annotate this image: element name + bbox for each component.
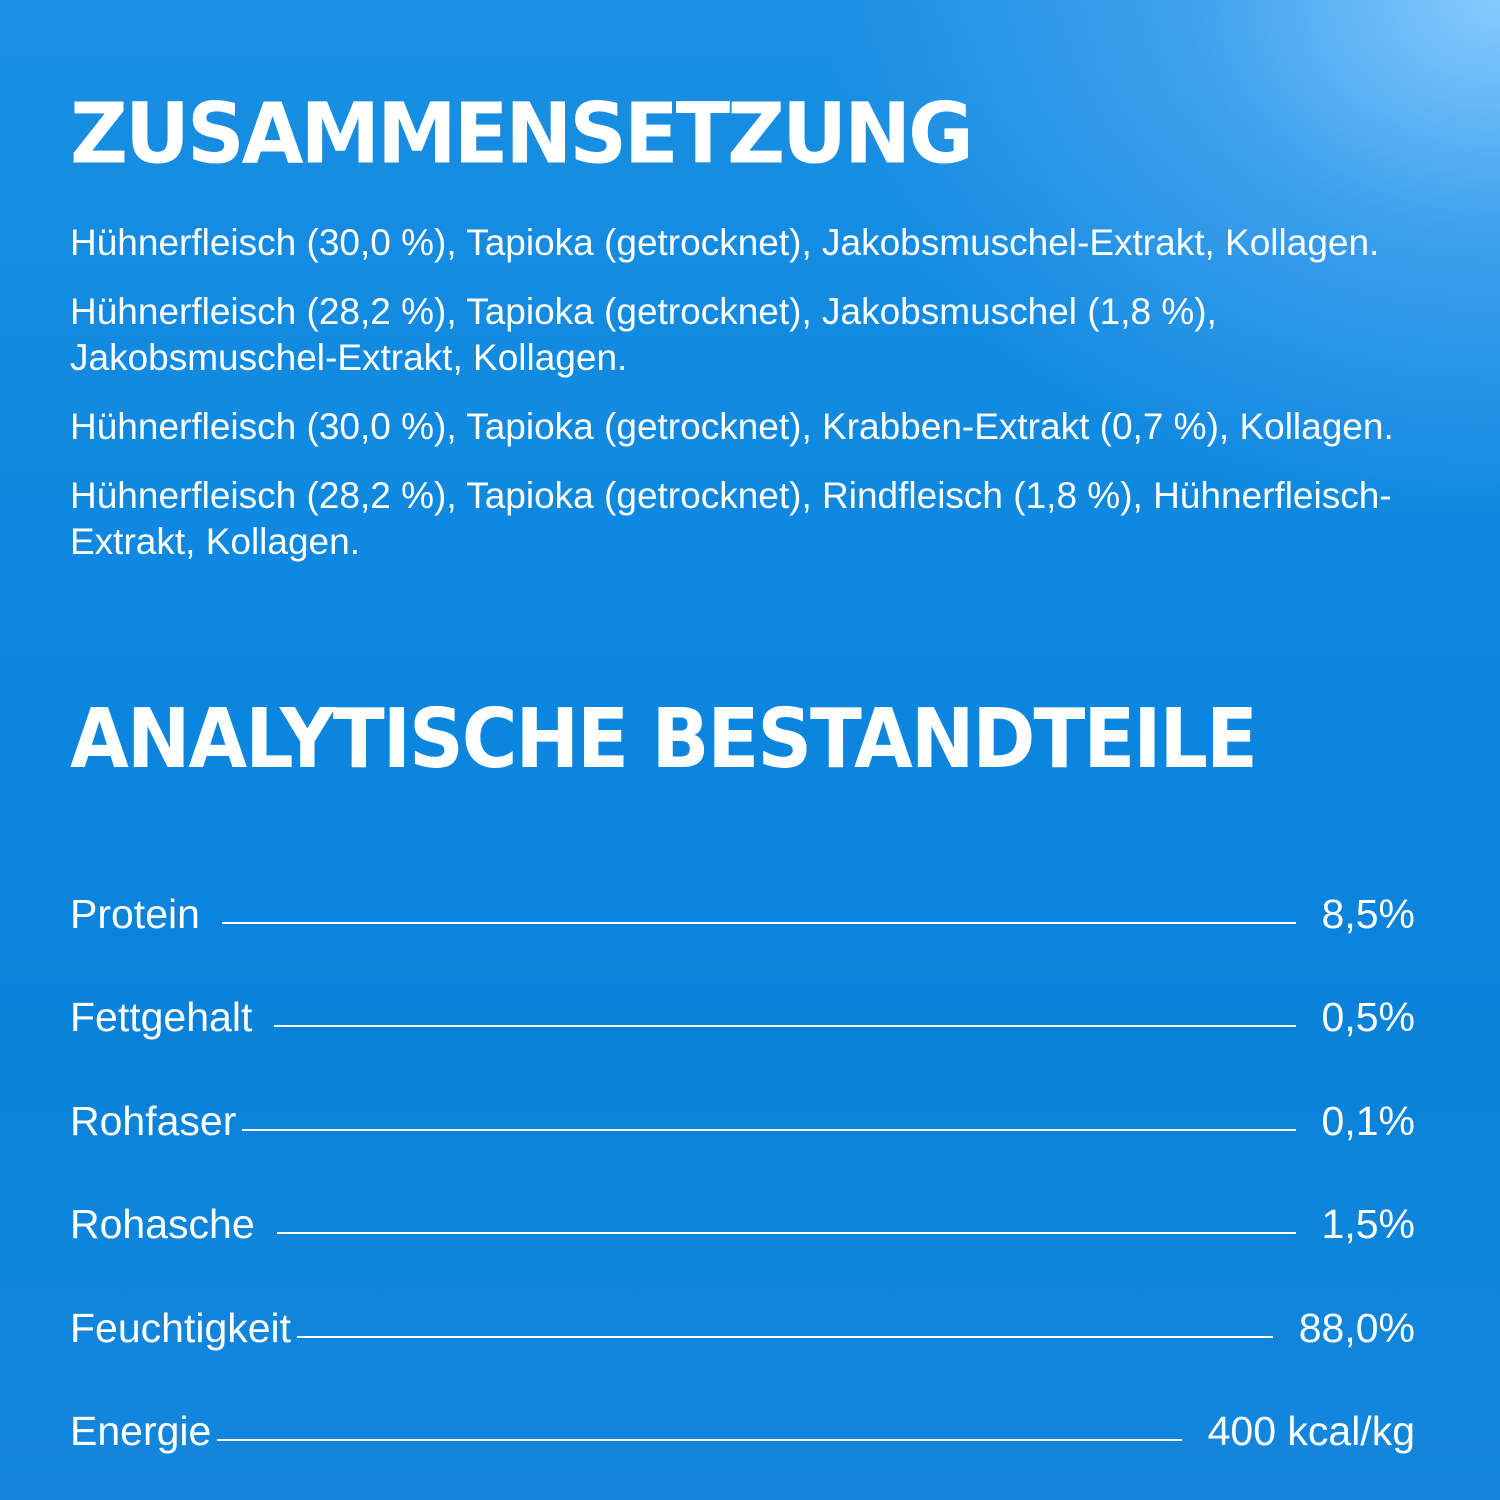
leader-line [276, 1232, 1296, 1234]
leader-line [297, 1335, 1273, 1338]
row-label: Fettgehalt [70, 994, 253, 1040]
analytical-row-rohasche: Rohasche 1,5% [70, 1151, 1415, 1255]
row-value: 400 kcal/kg [1207, 1408, 1415, 1454]
analytical-row-protein: Protein 8,5% [70, 840, 1415, 944]
composition-item: Hühnerfleisch (28,2 %), Tapioka (getrock… [70, 475, 1392, 562]
leader-line [242, 1128, 1296, 1131]
analytical-row-fettgehalt: Fettgehalt 0,5% [70, 944, 1415, 1048]
analytical-row-energie: Energie 400 kcal/kg [70, 1358, 1415, 1462]
composition-list: Hühnerfleisch (30,0 %), Tapioka (getrock… [70, 220, 1440, 588]
composition-item: Hühnerfleisch (30,0 %), Tapioka (getrock… [70, 222, 1380, 263]
leader-line [274, 1025, 1296, 1027]
row-value: 88,0% [1298, 1304, 1415, 1351]
leader-line [221, 921, 1296, 924]
analytical-heading: Analytische Bestandteile [70, 690, 1258, 787]
composition-heading: Zusammensetzung [70, 84, 974, 183]
row-label: Feuchtigkeit [70, 1304, 292, 1351]
row-value: 1,5% [1321, 1201, 1415, 1247]
row-label: Energie [70, 1408, 212, 1454]
row-value: 0,5% [1321, 994, 1415, 1040]
row-value: 0,1% [1321, 1097, 1415, 1144]
analytical-row-rohfaser: Rohfaser 0,1% [70, 1047, 1415, 1151]
row-label: Rohasche [70, 1201, 255, 1247]
row-label: Protein [70, 890, 200, 937]
analytical-row-feuchtigkeit: Feuchtigkeit 88,0% [70, 1254, 1415, 1358]
composition-item: Hühnerfleisch (30,0 %), Tapioka (getrock… [70, 406, 1394, 447]
leader-line [217, 1439, 1182, 1441]
analytical-table: Protein 8,5% Fettgehalt 0,5% Rohfaser 0,… [70, 840, 1415, 1461]
composition-item: Hühnerfleisch (28,2 %), Tapioka (getrock… [70, 291, 1217, 378]
row-label: Rohfaser [70, 1097, 237, 1144]
row-value: 8,5% [1321, 890, 1415, 937]
